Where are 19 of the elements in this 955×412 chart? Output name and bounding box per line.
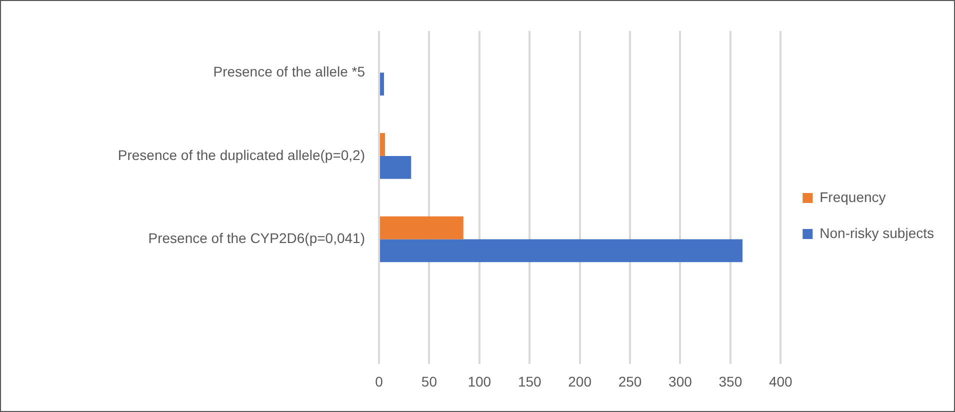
x-tick-label: 50 bbox=[421, 373, 438, 390]
y-tick-label: Presence of the allele *5 bbox=[213, 64, 366, 80]
bar bbox=[380, 156, 412, 179]
bar bbox=[380, 216, 464, 240]
x-tick-label: 300 bbox=[668, 373, 692, 390]
legend-label: Frequency bbox=[820, 188, 886, 205]
x-tick-label: 0 bbox=[375, 373, 384, 390]
x-tick-label: 200 bbox=[568, 373, 592, 390]
x-tick-label: 400 bbox=[768, 373, 793, 390]
legend-label: Non-risky subjects bbox=[820, 224, 934, 241]
x-tick-label: 100 bbox=[468, 373, 492, 390]
bar bbox=[380, 133, 386, 156]
bar bbox=[380, 239, 742, 262]
y-tick-label: Presence of the duplicated allele(p=0,2) bbox=[118, 146, 365, 163]
x-tick-label: 150 bbox=[518, 373, 542, 390]
y-tick-label: Presence of the CYP2D6(p=0,041) bbox=[148, 230, 365, 246]
bar bbox=[380, 72, 384, 96]
x-tick-label: 350 bbox=[718, 373, 742, 390]
x-tick-label: 250 bbox=[618, 373, 642, 390]
